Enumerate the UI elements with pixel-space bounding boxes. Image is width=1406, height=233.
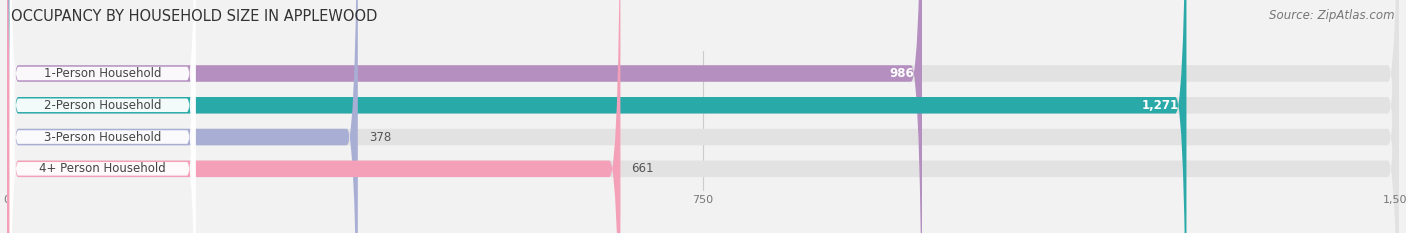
FancyBboxPatch shape — [10, 0, 195, 233]
FancyBboxPatch shape — [10, 0, 195, 233]
FancyBboxPatch shape — [7, 0, 1399, 233]
FancyBboxPatch shape — [7, 0, 1187, 233]
Text: Source: ZipAtlas.com: Source: ZipAtlas.com — [1270, 9, 1395, 22]
FancyBboxPatch shape — [7, 0, 1399, 233]
Text: 986: 986 — [890, 67, 914, 80]
FancyBboxPatch shape — [7, 0, 1399, 233]
Text: 4+ Person Household: 4+ Person Household — [39, 162, 166, 175]
FancyBboxPatch shape — [7, 0, 1399, 233]
Text: 3-Person Household: 3-Person Household — [44, 130, 162, 144]
Text: 378: 378 — [368, 130, 391, 144]
FancyBboxPatch shape — [7, 0, 357, 233]
Text: 1-Person Household: 1-Person Household — [44, 67, 162, 80]
FancyBboxPatch shape — [10, 0, 195, 233]
Text: OCCUPANCY BY HOUSEHOLD SIZE IN APPLEWOOD: OCCUPANCY BY HOUSEHOLD SIZE IN APPLEWOOD — [11, 9, 378, 24]
Text: 2-Person Household: 2-Person Household — [44, 99, 162, 112]
FancyBboxPatch shape — [7, 0, 620, 233]
Text: 1,271: 1,271 — [1142, 99, 1180, 112]
FancyBboxPatch shape — [10, 0, 195, 233]
FancyBboxPatch shape — [7, 0, 922, 233]
Text: 661: 661 — [631, 162, 654, 175]
